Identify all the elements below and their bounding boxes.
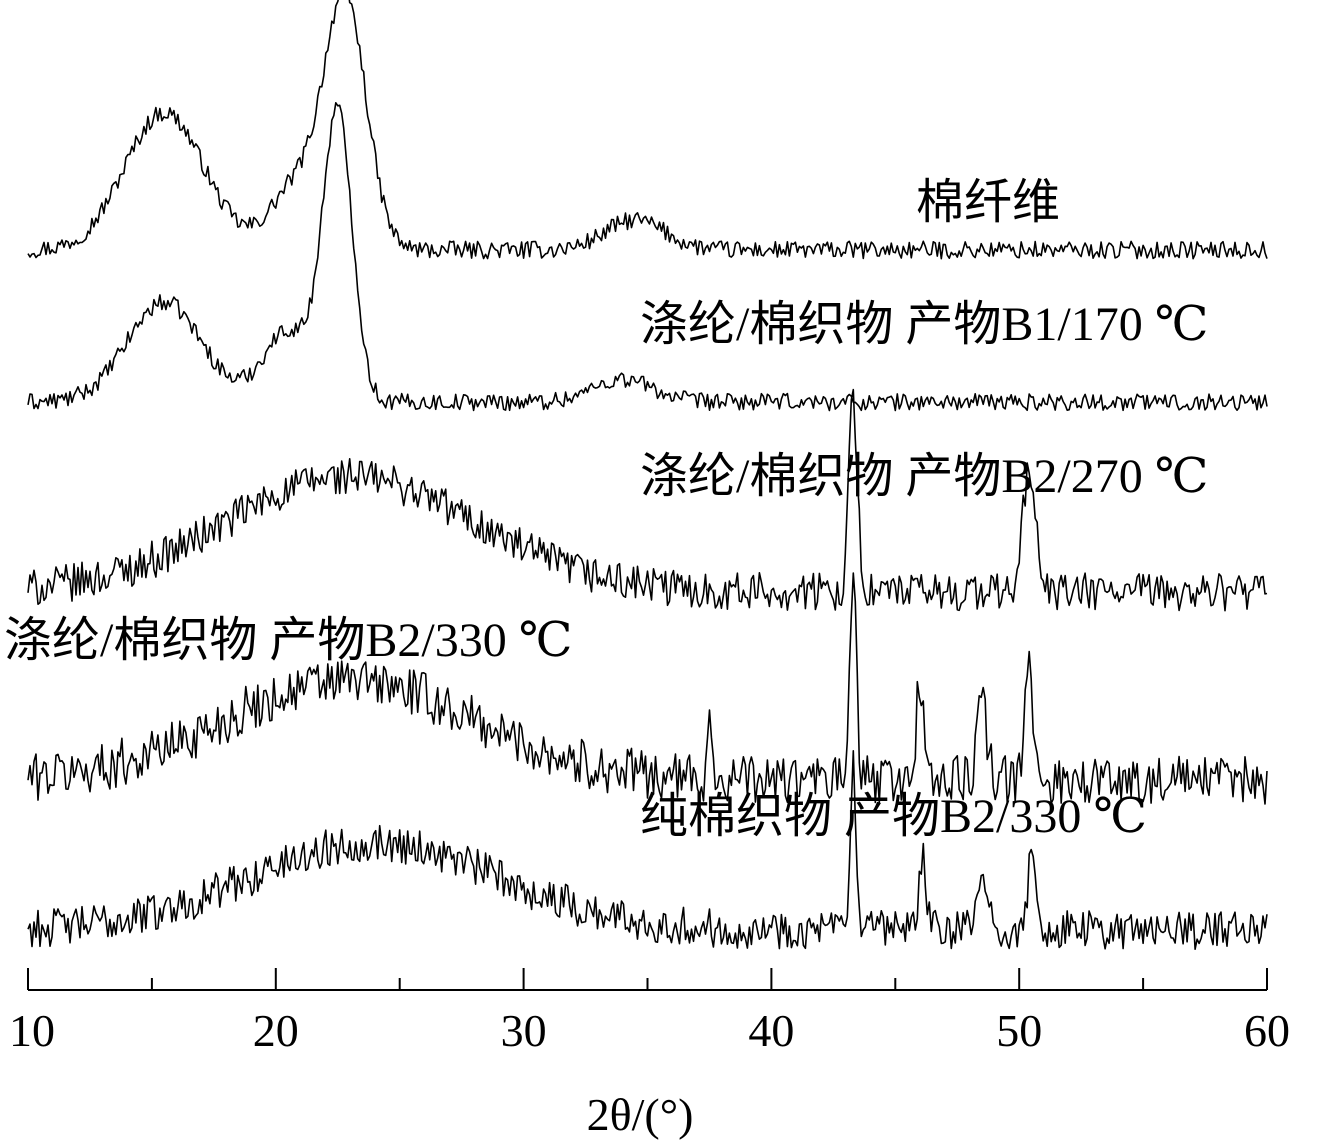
series-line-1 (27, 102, 1268, 412)
x-tick-label: 50 (996, 1005, 1042, 1056)
series-line-3 (27, 572, 1268, 805)
series-label-2: 涤纶/棉织物 产物B2/270 ℃ (640, 450, 1208, 503)
series-label-0: 棉纤维 (916, 176, 1060, 229)
series-group (27, 0, 1268, 950)
x-tick-label: 20 (253, 1005, 299, 1056)
series-labels: 棉纤维 涤纶/棉织物 产物B1/170 ℃ 涤纶/棉织物 产物B2/270 ℃ … (4, 176, 1208, 843)
series-label-4: 纯棉织物 产物B2/330 ℃ (640, 790, 1147, 843)
x-axis-title: 2θ/(°) (587, 1089, 694, 1140)
x-ticks: 10 20 30 40 50 60 (9, 968, 1290, 1056)
series-line-0 (27, 0, 1268, 260)
x-tick-label: 60 (1244, 1005, 1290, 1056)
series-line-4 (27, 750, 1268, 950)
series-label-1: 涤纶/棉织物 产物B1/170 ℃ (640, 298, 1208, 351)
x-tick-label: 10 (9, 1005, 55, 1056)
x-tick-label: 30 (501, 1005, 547, 1056)
series-label-3: 涤纶/棉织物 产物B2/330 ℃ (4, 614, 572, 667)
series-line-2 (27, 388, 1268, 612)
x-tick-label: 40 (748, 1005, 794, 1056)
